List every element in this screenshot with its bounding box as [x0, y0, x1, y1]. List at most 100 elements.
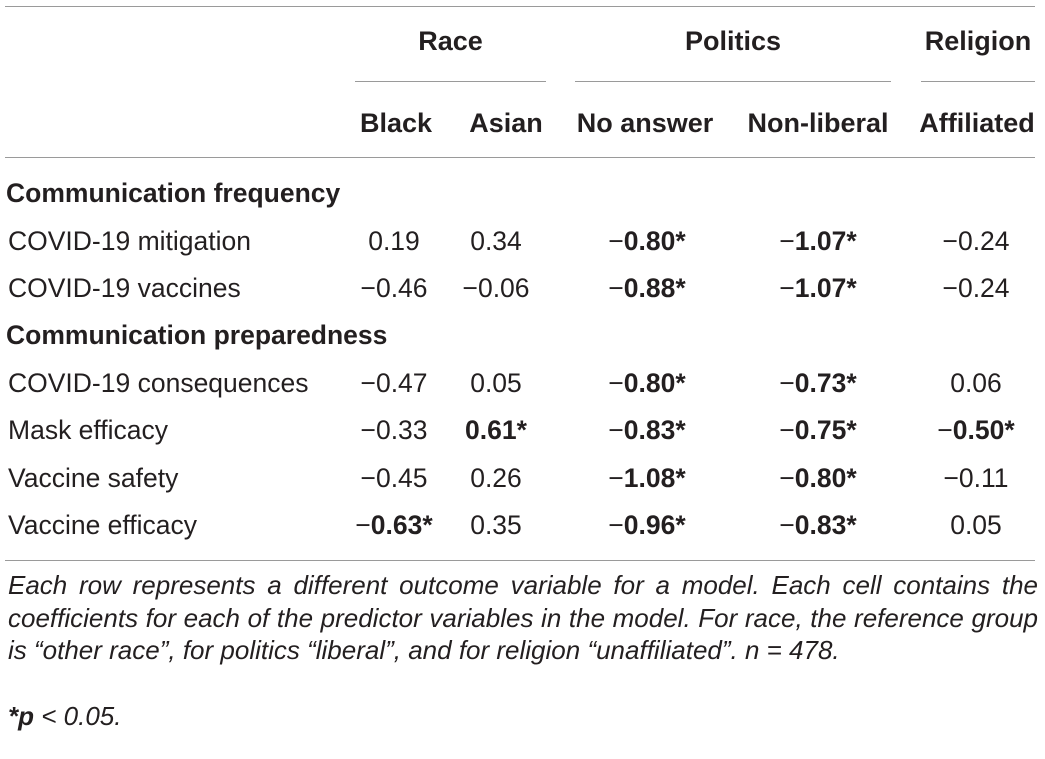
- cell-affiliated: 0.05: [905, 510, 1045, 541]
- cell-sign: −: [608, 415, 624, 445]
- cell-asian: 0.61*: [440, 415, 552, 446]
- cell-value: 0.33: [375, 415, 428, 445]
- section-title: Communication frequency: [6, 178, 341, 208]
- cell-black: −0.47: [338, 368, 450, 399]
- cell-sign: −: [608, 510, 624, 540]
- cell-affiliated: −0.11: [905, 463, 1045, 494]
- cell-sign: −: [608, 462, 624, 493]
- significance-rest: < 0.05.: [34, 701, 122, 731]
- group-header-religion: Religion: [924, 26, 1032, 56]
- cell-sign: −: [360, 462, 376, 493]
- cell-value: 0.80*: [794, 462, 857, 493]
- cell-non-liberal: −0.73*: [738, 368, 898, 399]
- cell-sign: −: [942, 273, 958, 303]
- cell-value: 0.05: [470, 367, 522, 398]
- row-label: COVID-19 consequences: [8, 367, 309, 398]
- cell-sign: −: [360, 367, 376, 398]
- cell-value: 0.88*: [623, 273, 686, 303]
- row-label: COVID-19 mitigation: [8, 225, 252, 256]
- cell-value: 0.80*: [623, 367, 686, 398]
- religion-group-rule: [921, 81, 1035, 82]
- cell-value: 0.05: [950, 510, 1002, 540]
- cell-value: 1.07*: [794, 225, 857, 256]
- cell-value: 0.45: [375, 462, 428, 493]
- cell-sign: −: [360, 273, 376, 303]
- column-header-black: Black: [359, 108, 433, 138]
- cell-asian: 0.05: [440, 368, 552, 399]
- cell-asian: 0.26: [440, 463, 552, 494]
- cell-affiliated: −0.50*: [905, 415, 1045, 446]
- row-label: COVID-19 vaccines: [8, 273, 241, 303]
- cell-sign: −: [779, 273, 795, 303]
- header-bottom-rule: [5, 157, 1035, 158]
- cell-no-answer: −1.08*: [567, 463, 727, 494]
- column-header-asian: Asian: [469, 108, 543, 138]
- cell-value: 0.19: [368, 225, 420, 256]
- cell-sign: −: [779, 225, 795, 256]
- cell-no-answer: −0.96*: [567, 510, 727, 541]
- cell-value: 0.26: [470, 462, 522, 493]
- significance-prefix: *p: [8, 701, 34, 731]
- cell-affiliated: 0.06: [905, 368, 1045, 399]
- cell-value: 0.63*: [370, 510, 433, 540]
- cell-value: 0.11: [958, 462, 1009, 493]
- cell-black: −0.63*: [338, 510, 450, 541]
- cell-asian: 0.34: [440, 226, 552, 257]
- group-header-race: Race: [418, 26, 483, 56]
- cell-value: 1.07*: [794, 273, 857, 303]
- column-header-no-answer: No answer: [576, 108, 714, 138]
- cell-sign: −: [779, 367, 795, 398]
- cell-value: 1.08*: [623, 462, 686, 493]
- cell-sign: −: [779, 510, 795, 540]
- table-footnote: Each row represents a different outcome …: [8, 570, 1038, 665]
- race-group-rule: [355, 81, 546, 82]
- cell-value: 0.75*: [794, 415, 857, 445]
- cell-value: 0.24: [957, 225, 1010, 256]
- cell-no-answer: −0.83*: [567, 415, 727, 446]
- cell-value: 0.47: [375, 367, 428, 398]
- row-label: Vaccine efficacy: [8, 510, 198, 540]
- cell-black: 0.19: [338, 226, 450, 257]
- cell-asian: −0.06: [440, 273, 552, 304]
- cell-value: 0.61*: [465, 415, 527, 445]
- cell-black: −0.45: [338, 463, 450, 494]
- cell-non-liberal: −0.80*: [738, 463, 898, 494]
- significance-note: *p < 0.05.: [8, 701, 121, 732]
- cell-value: 0.50*: [952, 415, 1015, 445]
- cell-non-liberal: −0.75*: [738, 415, 898, 446]
- group-header-politics: Politics: [684, 26, 782, 56]
- cell-sign: −: [779, 462, 795, 493]
- cell-black: −0.46: [338, 273, 450, 304]
- cell-value: 0.35: [470, 510, 522, 540]
- cell-black: −0.33: [338, 415, 450, 446]
- cell-value: 0.06: [950, 367, 1002, 398]
- cell-sign: −: [355, 510, 371, 540]
- table-top-rule: [5, 6, 1035, 7]
- cell-value: 0.83*: [623, 415, 686, 445]
- cell-sign: −: [608, 225, 624, 256]
- cell-sign: −: [937, 415, 953, 445]
- cell-affiliated: −0.24: [905, 273, 1045, 304]
- cell-sign: −: [360, 415, 376, 445]
- cell-value: 0.83*: [794, 510, 857, 540]
- cell-value: 0.80*: [623, 225, 686, 256]
- cell-value: 0.46: [375, 273, 428, 303]
- politics-group-rule: [575, 81, 891, 82]
- cell-sign: −: [608, 367, 624, 398]
- row-label: Mask efficacy: [8, 415, 169, 445]
- row-label: Vaccine safety: [8, 462, 179, 493]
- cell-sign: −: [779, 415, 795, 445]
- cell-sign: −: [942, 225, 958, 256]
- cell-non-liberal: −1.07*: [738, 226, 898, 257]
- cell-value: 0.34: [470, 225, 522, 256]
- column-header-affiliated: Affiliated: [919, 108, 1035, 138]
- cell-value: 0.96*: [623, 510, 686, 540]
- cell-sign: −: [943, 462, 959, 493]
- cell-value: 0.73*: [794, 367, 857, 398]
- cell-no-answer: −0.80*: [567, 226, 727, 257]
- cell-no-answer: −0.88*: [567, 273, 727, 304]
- column-header-non-liberal: Non-liberal: [747, 108, 889, 138]
- cell-value: 0.06: [477, 273, 530, 303]
- table-bottom-rule: [5, 560, 1035, 561]
- cell-affiliated: −0.24: [905, 226, 1045, 257]
